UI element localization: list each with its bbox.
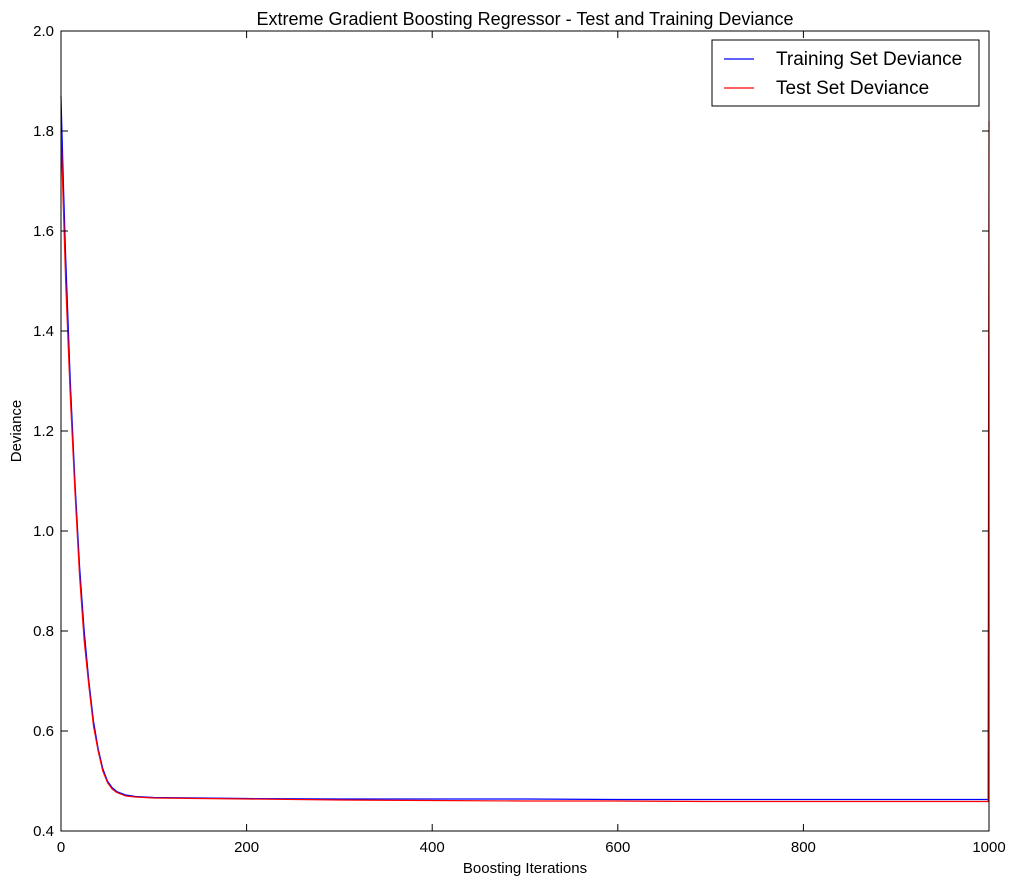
y-tick-label: 2.0 xyxy=(33,23,54,40)
y-tick-label: 0.8 xyxy=(33,623,54,640)
x-tick-label: 800 xyxy=(791,839,816,856)
x-axis-label: Boosting Iterations xyxy=(463,860,587,877)
x-tick-label: 200 xyxy=(234,839,259,856)
series-lines xyxy=(60,95,990,803)
chart-title: Extreme Gradient Boosting Regressor - Te… xyxy=(257,9,794,29)
y-tick-label: 1.8 xyxy=(33,123,54,140)
y-tick-label: 0.4 xyxy=(33,823,54,840)
y-tick-label: 1.0 xyxy=(33,523,54,540)
legend-label-test: Test Set Deviance xyxy=(776,78,929,99)
y-axis-label: Deviance xyxy=(8,400,25,463)
legend-box xyxy=(711,39,980,107)
series-line-test xyxy=(60,120,990,803)
x-tick-label: 1000 xyxy=(972,839,1005,856)
legend: Training Set Deviance Test Set Deviance xyxy=(711,39,980,107)
y-tick-label: 1.4 xyxy=(33,323,54,340)
plot-frame xyxy=(60,30,990,832)
y-tick-label: 1.2 xyxy=(33,423,54,440)
x-tick-label: 400 xyxy=(420,839,445,856)
y-tick-label: 1.6 xyxy=(33,223,54,240)
x-tick-label: 0 xyxy=(57,839,65,856)
legend-label-training: Training Set Deviance xyxy=(776,49,962,70)
axis-ticks: 0 200 400 600 800 1000 0.4 0.6 0.8 1.0 1.2 1.4 1.6 1.… xyxy=(33,23,1006,856)
y-tick-label: 0.6 xyxy=(33,723,54,740)
series-line-training xyxy=(60,95,989,801)
x-tick-label: 600 xyxy=(605,839,630,856)
